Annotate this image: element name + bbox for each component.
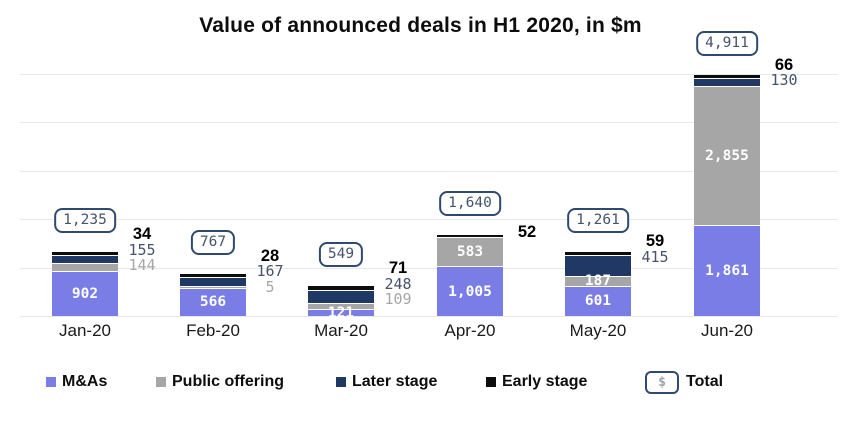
segment-value-label: 1,861 — [705, 262, 749, 279]
bar-segment-m-as-feb-20: 566 — [180, 288, 246, 316]
legend-item-later-stage: Later stage — [336, 370, 437, 394]
bar-segment-m-as-jun-20: 1,861 — [694, 225, 760, 316]
value-label-early-stage: 34 — [132, 225, 152, 244]
legend-item-m-as: M&As — [46, 370, 107, 394]
legend-label: Public offering — [172, 373, 284, 390]
legend-label: M&As — [62, 373, 108, 390]
segment-value-labels-jun-20: 66 130 — [761, 55, 807, 90]
x-axis-label-jan-20: Jan-20 — [59, 321, 111, 340]
value-label-public-offering: 144 — [128, 256, 156, 275]
segment-value-labels-mar-20: 71 248 109 — [375, 259, 421, 309]
total-label-feb-20: 767 — [190, 230, 236, 256]
x-axis-label-may-20: May-20 — [569, 321, 627, 340]
legend-item-total: $ Total — [645, 370, 723, 394]
gridline — [20, 267, 838, 269]
total-label-may-20: 1,261 — [567, 207, 629, 233]
bar-segment-early-stage-jun-20 — [694, 75, 760, 79]
segment-value-label: 187 — [584, 273, 612, 290]
bar-segment-m-as-apr-20: 1,005 — [437, 267, 503, 316]
bar-segment-public-offering-jan-20 — [52, 264, 118, 272]
legend: M&As Public offering Later stage Early stag… — [0, 370, 841, 396]
bar-jan-20: 902 — [52, 252, 118, 316]
bar-segment-later-stage-may-20 — [565, 255, 631, 276]
segment-value-label: 1,005 — [448, 283, 492, 300]
bar-feb-20: 566 — [180, 274, 246, 316]
bar-segment-early-stage-may-20 — [565, 251, 631, 255]
bar-segment-early-stage-mar-20 — [308, 286, 374, 290]
segment-value-label: 601 — [584, 293, 612, 310]
x-axis-label-apr-20: Apr-20 — [444, 321, 496, 340]
bar-segment-public-offering-apr-20: 583 — [437, 238, 503, 267]
value-label-later-stage: 415 — [641, 247, 669, 266]
bar-may-20: 187 601 — [565, 251, 631, 316]
bar-segment-m-as-mar-20: 121 — [308, 306, 374, 320]
legend-label: Total — [686, 373, 724, 390]
bar-segment-later-stage-jun-20 — [694, 79, 760, 86]
bar-segment-m-as-may-20: 601 — [565, 286, 631, 316]
segment-value-label: 2,855 — [705, 147, 749, 164]
legend-item-public-offering: Public offering — [156, 370, 284, 394]
legend-marker-early-stage-icon — [486, 377, 496, 387]
bar-segment-public-offering-mar-20 — [308, 303, 374, 310]
legend-item-early-stage: Early stage — [486, 370, 587, 394]
bar-segment-later-stage-feb-20 — [180, 277, 246, 286]
total-label-jan-20: 1,235 — [54, 208, 116, 234]
segment-value-label: 583 — [456, 244, 484, 261]
segment-value-label: 566 — [199, 294, 227, 311]
segment-value-labels-apr-20: 52 — [504, 222, 550, 241]
total-badge-icon: $ — [645, 370, 679, 394]
segment-value-labels-jan-20: 34 155 144 — [119, 225, 165, 275]
value-label-early-stage: 66 — [774, 55, 794, 74]
legend-label: Later stage — [352, 373, 438, 390]
gridline — [20, 74, 838, 75]
bar-segment-early-stage-apr-20 — [437, 234, 503, 238]
gridline — [20, 219, 838, 221]
gridline — [20, 122, 838, 124]
value-label-later-stage: 130 — [770, 71, 798, 90]
value-label-early-stage: 71 — [388, 259, 408, 278]
bar-segment-public-offering-feb-20 — [180, 286, 246, 288]
dollar-icon: $ — [658, 374, 666, 390]
value-label-later-stage: 248 — [384, 274, 412, 293]
value-label-later-stage: 167 — [256, 262, 284, 281]
legend-marker-m-as-icon — [46, 377, 56, 387]
segment-value-labels-may-20: 59 415 — [632, 232, 678, 266]
x-axis-label-mar-20: Mar-20 — [314, 321, 368, 340]
legend-label: Early stage — [502, 373, 588, 390]
bar-segment-public-offering-may-20: 187 — [565, 273, 631, 290]
total-label-jun-20: 4,911 — [696, 31, 758, 57]
bar-mar-20: 121 — [308, 286, 374, 320]
x-axis-label-feb-20: Feb-20 — [186, 321, 240, 340]
bar-segment-early-stage-feb-20 — [180, 274, 246, 277]
x-axis-label-jun-20: Jun-20 — [701, 321, 753, 340]
gridline — [20, 316, 838, 317]
value-label-public-offering: 109 — [384, 290, 412, 309]
bar-jun-20: 2,855 1,861 — [694, 75, 760, 316]
bar-apr-20: 583 1,005 — [437, 234, 503, 316]
value-label-later-stage: 155 — [128, 240, 156, 259]
bar-segment-public-offering-jun-20: 2,855 — [694, 86, 760, 225]
segment-value-label: 902 — [71, 286, 99, 303]
bar-segment-later-stage-jan-20 — [52, 255, 118, 264]
value-label-early-stage: 59 — [645, 232, 665, 251]
bar-segment-m-as-jan-20: 902 — [52, 272, 118, 316]
chart-title: Value of announced deals in H1 2020, in … — [199, 14, 642, 37]
legend-marker-public-offering-icon — [156, 377, 166, 387]
value-label-early-stage: 28 — [260, 246, 280, 265]
segment-value-label: 121 — [327, 305, 355, 322]
legend-marker-later-stage-icon — [336, 377, 346, 387]
total-label-mar-20: 549 — [318, 242, 364, 268]
gridline — [20, 170, 838, 172]
value-label-early-stage: 52 — [517, 222, 537, 241]
bar-segment-later-stage-mar-20 — [308, 290, 374, 303]
value-label-public-offering: 5 — [265, 277, 275, 296]
segment-value-labels-feb-20: 28 167 5 — [247, 246, 293, 296]
total-label-apr-20: 1,640 — [439, 190, 501, 216]
bar-segment-early-stage-jan-20 — [52, 252, 118, 255]
